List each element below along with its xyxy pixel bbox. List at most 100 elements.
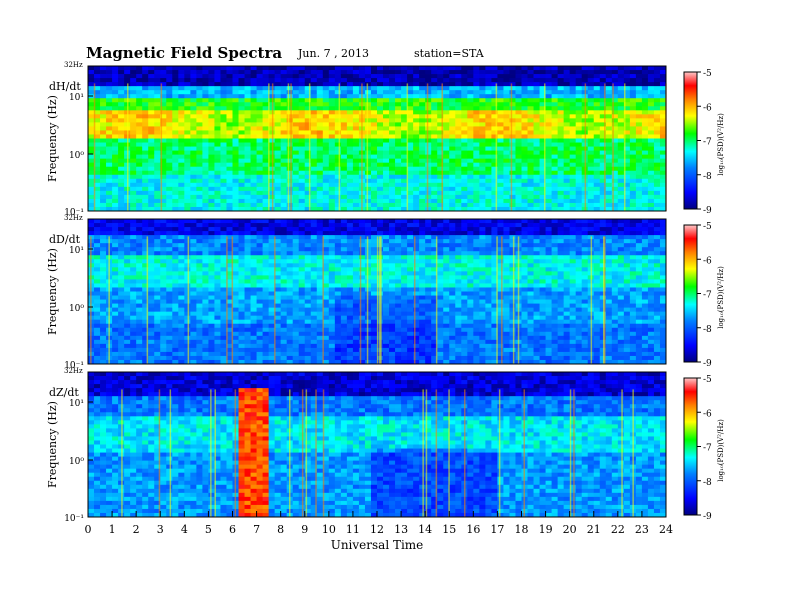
heatmap-cell: [112, 339, 119, 345]
heatmap-cell: [455, 162, 462, 168]
heatmap-cell: [419, 174, 426, 180]
heatmap-cell: [328, 110, 336, 115]
heatmap-cell: [286, 227, 294, 232]
heatmap-cell: [557, 118, 565, 123]
heatmap-cell: [383, 182, 390, 188]
heatmap-cell: [100, 150, 107, 156]
heatmap-cell: [635, 146, 643, 151]
heatmap-cell: [485, 94, 492, 99]
heatmap-cell: [629, 86, 637, 91]
heatmap-cell: [521, 138, 528, 143]
heatmap-cell: [515, 70, 522, 75]
streak: [361, 83, 363, 211]
heatmap-cell: [232, 90, 239, 95]
heatmap-cell: [605, 82, 613, 87]
heatmap-cell: [178, 251, 185, 256]
heatmap-cell: [190, 106, 197, 111]
heatmap-cell: [545, 182, 552, 188]
heatmap-cell: [377, 74, 384, 79]
heatmap-cell: [437, 106, 444, 111]
heatmap-cell: [148, 98, 155, 103]
heatmap-cell: [473, 142, 480, 147]
heatmap-cell: [316, 239, 324, 244]
heatmap-cell: [136, 126, 143, 131]
heatmap-cell: [100, 202, 107, 208]
heatmap-cell: [256, 162, 263, 168]
heatmap-cell: [94, 263, 101, 268]
heatmap-cell: [202, 331, 209, 337]
heatmap-cell: [635, 78, 643, 83]
heatmap-cell: [184, 74, 191, 79]
heatmap-cell: [244, 158, 251, 164]
heatmap-cell: [142, 74, 149, 79]
heatmap-cell: [292, 98, 300, 103]
heatmap-cell: [286, 86, 294, 91]
heatmap-cell: [328, 190, 336, 196]
heatmap-cell: [160, 194, 167, 200]
heatmap-cell: [443, 66, 450, 71]
heatmap-cell: [497, 202, 504, 208]
heatmap-cell: [533, 86, 540, 91]
heatmap-cell: [310, 323, 318, 329]
heatmap-cell: [220, 251, 227, 256]
heatmap-cell: [244, 142, 251, 147]
heatmap-cell: [208, 146, 215, 151]
heatmap-cell: [178, 166, 185, 172]
heatmap-cell: [130, 323, 137, 329]
heatmap-cell: [274, 114, 282, 119]
heatmap-cell: [112, 162, 119, 168]
heatmap-cell: [557, 122, 565, 127]
heatmap-cell: [328, 283, 336, 288]
heatmap-cell: [184, 134, 191, 139]
heatmap-cell: [593, 134, 601, 139]
heatmap-cell: [250, 182, 257, 188]
heatmap-cell: [491, 182, 498, 188]
heatmap-cell: [491, 70, 498, 75]
heatmap-cell: [214, 134, 221, 139]
heatmap-cell: [298, 154, 306, 160]
heatmap-cell: [196, 343, 203, 349]
heatmap-cell: [160, 247, 167, 252]
heatmap-cell: [178, 295, 185, 300]
heatmap-cell: [292, 287, 300, 292]
heatmap-cell: [148, 166, 155, 172]
heatmap-cell: [118, 227, 125, 232]
heatmap-cell: [334, 206, 342, 212]
heatmap-cell: [322, 190, 330, 196]
heatmap-cell: [286, 202, 294, 208]
heatmap-cell: [449, 194, 456, 200]
heatmap-cell: [232, 331, 239, 337]
heatmap-cell: [226, 206, 233, 212]
heatmap-cell: [395, 126, 402, 131]
heatmap-cell: [214, 331, 221, 337]
heatmap-cell: [364, 202, 372, 208]
heatmap-cell: [653, 178, 661, 184]
heatmap-cell: [208, 142, 215, 147]
heatmap-cell: [268, 146, 276, 151]
heatmap-cell: [647, 190, 655, 196]
colorbar-tick-label: -7: [703, 138, 712, 148]
heatmap-cell: [292, 271, 300, 276]
heatmap-cell: [539, 66, 546, 71]
heatmap-cell: [238, 243, 245, 248]
heatmap-cell: [202, 351, 209, 357]
heatmap-cell: [130, 331, 137, 337]
heatmap-cell: [286, 190, 294, 196]
heatmap-cell: [178, 174, 185, 180]
heatmap-cell: [509, 102, 516, 107]
heatmap-cell: [389, 118, 396, 123]
heatmap-cell: [401, 158, 408, 164]
heatmap-cell: [130, 114, 137, 119]
heatmap-cell: [407, 138, 414, 143]
heatmap-cell: [208, 227, 215, 232]
heatmap-cell: [551, 70, 559, 75]
heatmap-cell: [334, 239, 342, 244]
heatmap-cell: [238, 198, 245, 204]
heatmap-cell: [503, 70, 510, 75]
heatmap-cell: [226, 347, 233, 353]
heatmap-cell: [370, 154, 378, 160]
heatmap-cell: [154, 275, 161, 280]
heatmap-cell: [268, 202, 276, 208]
heatmap-cell: [226, 190, 233, 196]
heatmap-cell: [88, 158, 95, 164]
